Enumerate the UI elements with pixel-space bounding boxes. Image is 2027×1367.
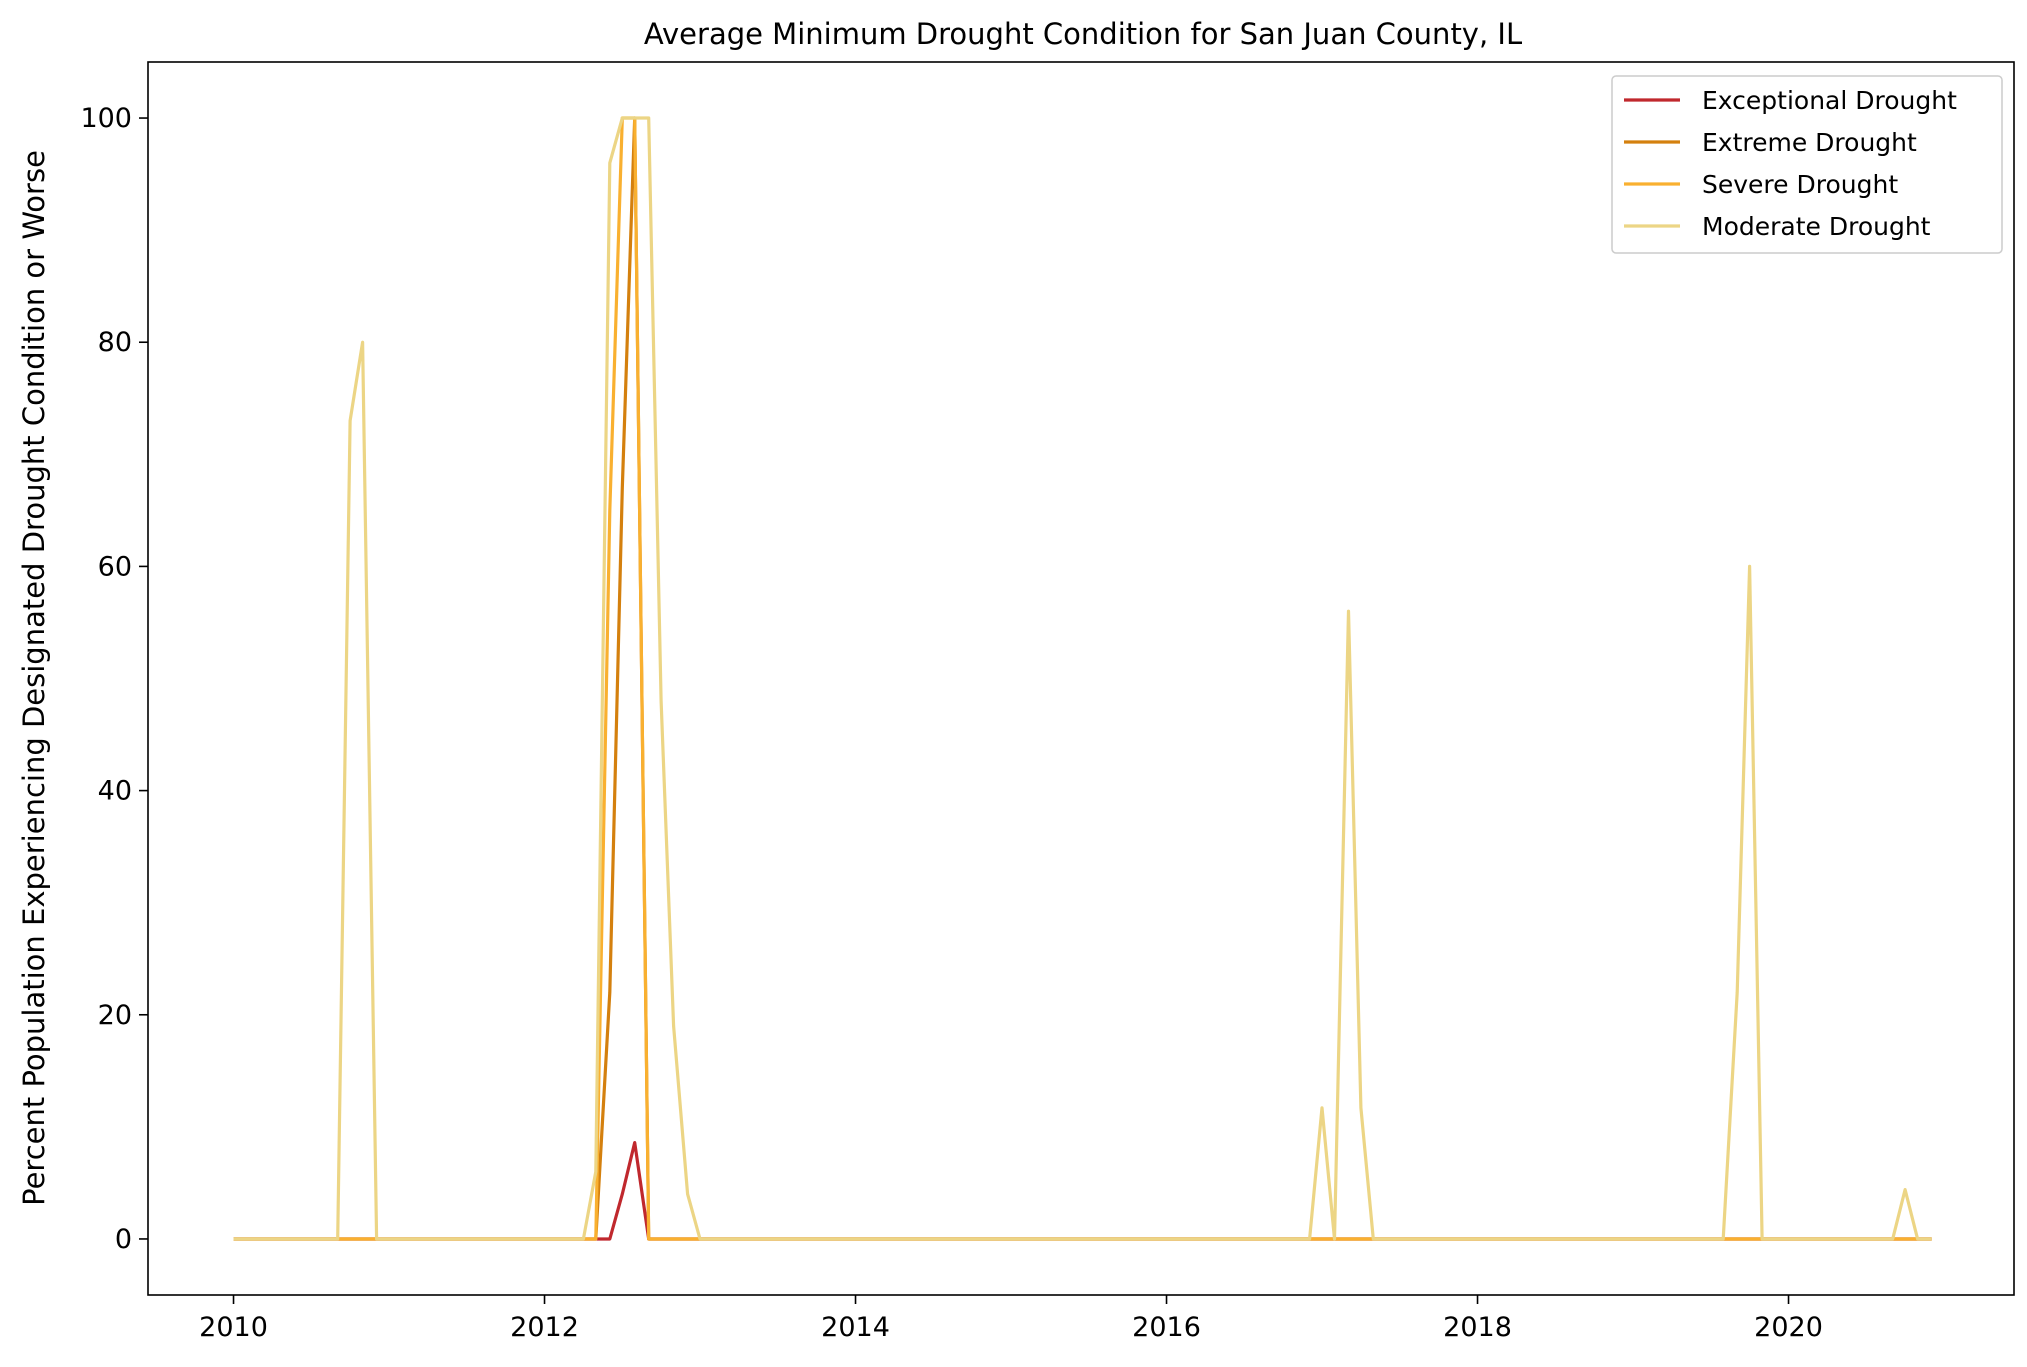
plot-lines [233, 116, 1932, 1241]
x-tick-label: 2010 [199, 1312, 268, 1343]
y-axis-ticks: 0 20 40 60 80 100 [80, 103, 148, 1255]
legend-label-moderate-drought: Moderate Drought [1702, 212, 1931, 241]
chart-title: Average Minimum Drought Condition for Sa… [644, 17, 1522, 51]
x-tick-label: 2014 [821, 1312, 890, 1343]
y-tick-label: 60 [98, 551, 132, 582]
x-axis-ticks: 2010 2012 2014 2016 2018 2020 [199, 1295, 1823, 1343]
legend-label-exceptional-drought: Exceptional Drought [1702, 86, 1957, 115]
y-axis-label: Percent Population Experiencing Designat… [17, 150, 51, 1206]
x-tick-label: 2018 [1443, 1312, 1512, 1343]
series-line-moderate-drought [233, 116, 1932, 1241]
legend-label-severe-drought: Severe Drought [1702, 170, 1898, 199]
x-tick-label: 2012 [510, 1312, 579, 1343]
legend: Exceptional Drought Extreme Drought Severe… [1611, 75, 2003, 254]
legend-box [1611, 75, 2003, 254]
y-tick-label: 80 [98, 327, 132, 358]
x-tick-label: 2020 [1754, 1312, 1823, 1343]
x-tick-label: 2016 [1132, 1312, 1201, 1343]
legend-label-extreme-drought: Extreme Drought [1702, 128, 1917, 157]
y-tick-label: 100 [80, 103, 132, 134]
y-tick-label: 0 [115, 1224, 132, 1255]
y-tick-label: 20 [98, 1000, 132, 1031]
y-tick-label: 40 [98, 776, 132, 807]
plot-frame [147, 61, 2015, 1296]
